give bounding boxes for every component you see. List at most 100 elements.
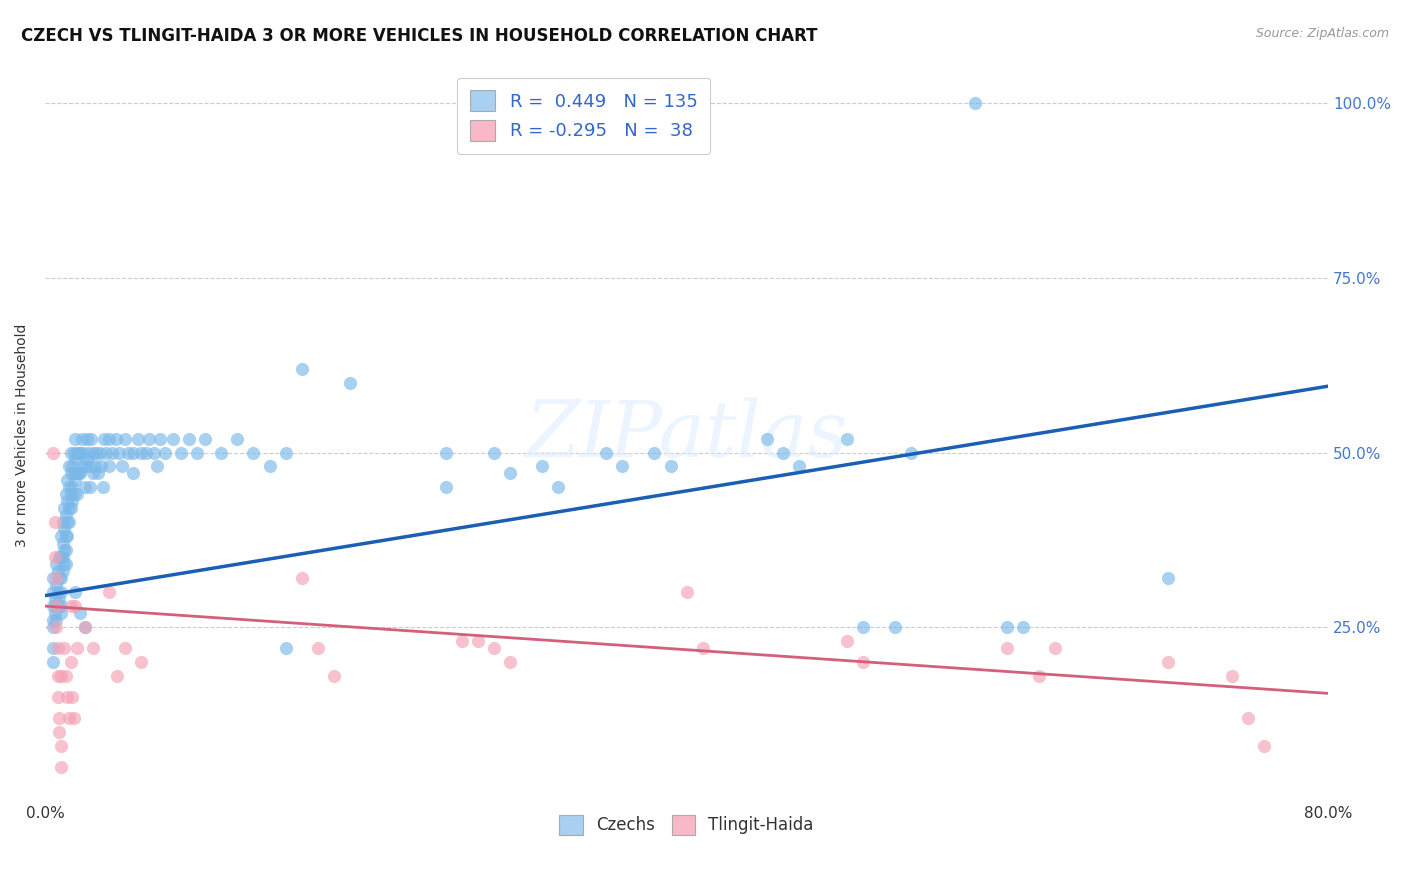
Point xyxy=(58,480,80,494)
Point xyxy=(482,445,505,459)
Point xyxy=(53,640,76,655)
Point xyxy=(46,599,69,613)
Point xyxy=(1253,739,1275,753)
Point xyxy=(98,585,121,599)
Point xyxy=(59,655,82,669)
Point xyxy=(55,508,77,523)
Point xyxy=(1157,655,1180,669)
Point xyxy=(59,599,82,613)
Point xyxy=(105,669,128,683)
Point xyxy=(79,459,101,474)
Point xyxy=(46,640,69,655)
Point xyxy=(45,620,67,634)
Point xyxy=(129,655,152,669)
Point xyxy=(77,445,100,459)
Point xyxy=(55,487,77,501)
Point xyxy=(226,432,249,446)
Point xyxy=(1045,640,1067,655)
Point xyxy=(135,445,157,459)
Point xyxy=(55,529,77,543)
Point xyxy=(122,467,145,481)
Point xyxy=(91,480,114,494)
Point xyxy=(63,467,86,481)
Point xyxy=(84,445,107,459)
Point xyxy=(675,585,697,599)
Point xyxy=(44,592,66,607)
Point xyxy=(66,467,89,481)
Point xyxy=(155,445,177,459)
Point xyxy=(995,620,1018,634)
Point xyxy=(1237,711,1260,725)
Point xyxy=(186,445,208,459)
Point xyxy=(56,516,79,530)
Point xyxy=(48,711,70,725)
Point xyxy=(82,467,104,481)
Point xyxy=(59,445,82,459)
Point xyxy=(149,432,172,446)
Point xyxy=(45,599,67,613)
Point xyxy=(49,599,72,613)
Point xyxy=(53,501,76,516)
Point xyxy=(612,459,634,474)
Point xyxy=(291,571,314,585)
Point xyxy=(162,432,184,446)
Point xyxy=(49,585,72,599)
Point xyxy=(42,655,65,669)
Point xyxy=(52,516,75,530)
Point xyxy=(60,459,83,474)
Point xyxy=(52,564,75,578)
Point xyxy=(98,459,121,474)
Point xyxy=(242,445,264,459)
Point xyxy=(48,724,70,739)
Point xyxy=(49,739,72,753)
Point xyxy=(90,459,112,474)
Point xyxy=(53,522,76,536)
Y-axis label: 3 or more Vehicles in Household: 3 or more Vehicles in Household xyxy=(15,324,30,547)
Point xyxy=(52,550,75,565)
Point xyxy=(1157,571,1180,585)
Point xyxy=(49,550,72,565)
Point xyxy=(83,459,105,474)
Point xyxy=(995,640,1018,655)
Point xyxy=(42,620,65,634)
Point xyxy=(129,445,152,459)
Point xyxy=(79,480,101,494)
Point xyxy=(52,536,75,550)
Point xyxy=(56,690,79,704)
Point xyxy=(467,634,489,648)
Point xyxy=(75,620,97,634)
Point xyxy=(45,558,67,572)
Point xyxy=(339,376,361,390)
Point xyxy=(67,467,90,481)
Point xyxy=(65,599,87,613)
Point xyxy=(274,445,297,459)
Point xyxy=(55,669,77,683)
Point xyxy=(42,585,65,599)
Point xyxy=(60,690,83,704)
Point xyxy=(65,474,87,488)
Point xyxy=(1012,620,1035,634)
Text: CZECH VS TLINGIT-HAIDA 3 OR MORE VEHICLES IN HOUSEHOLD CORRELATION CHART: CZECH VS TLINGIT-HAIDA 3 OR MORE VEHICLE… xyxy=(21,27,818,45)
Point xyxy=(58,711,80,725)
Point xyxy=(44,516,66,530)
Point xyxy=(143,445,166,459)
Point xyxy=(114,640,136,655)
Point xyxy=(835,634,858,648)
Point xyxy=(49,529,72,543)
Point xyxy=(59,487,82,501)
Point xyxy=(1220,669,1243,683)
Point xyxy=(104,432,127,446)
Point xyxy=(146,459,169,474)
Point xyxy=(66,487,89,501)
Point xyxy=(531,459,554,474)
Point xyxy=(60,480,83,494)
Point xyxy=(49,669,72,683)
Point xyxy=(852,620,875,634)
Point xyxy=(59,467,82,481)
Legend: Czechs, Tlingit-Haida: Czechs, Tlingit-Haida xyxy=(550,805,824,845)
Point xyxy=(46,690,69,704)
Point xyxy=(45,613,67,627)
Point xyxy=(42,445,65,459)
Point xyxy=(45,571,67,585)
Point xyxy=(80,432,103,446)
